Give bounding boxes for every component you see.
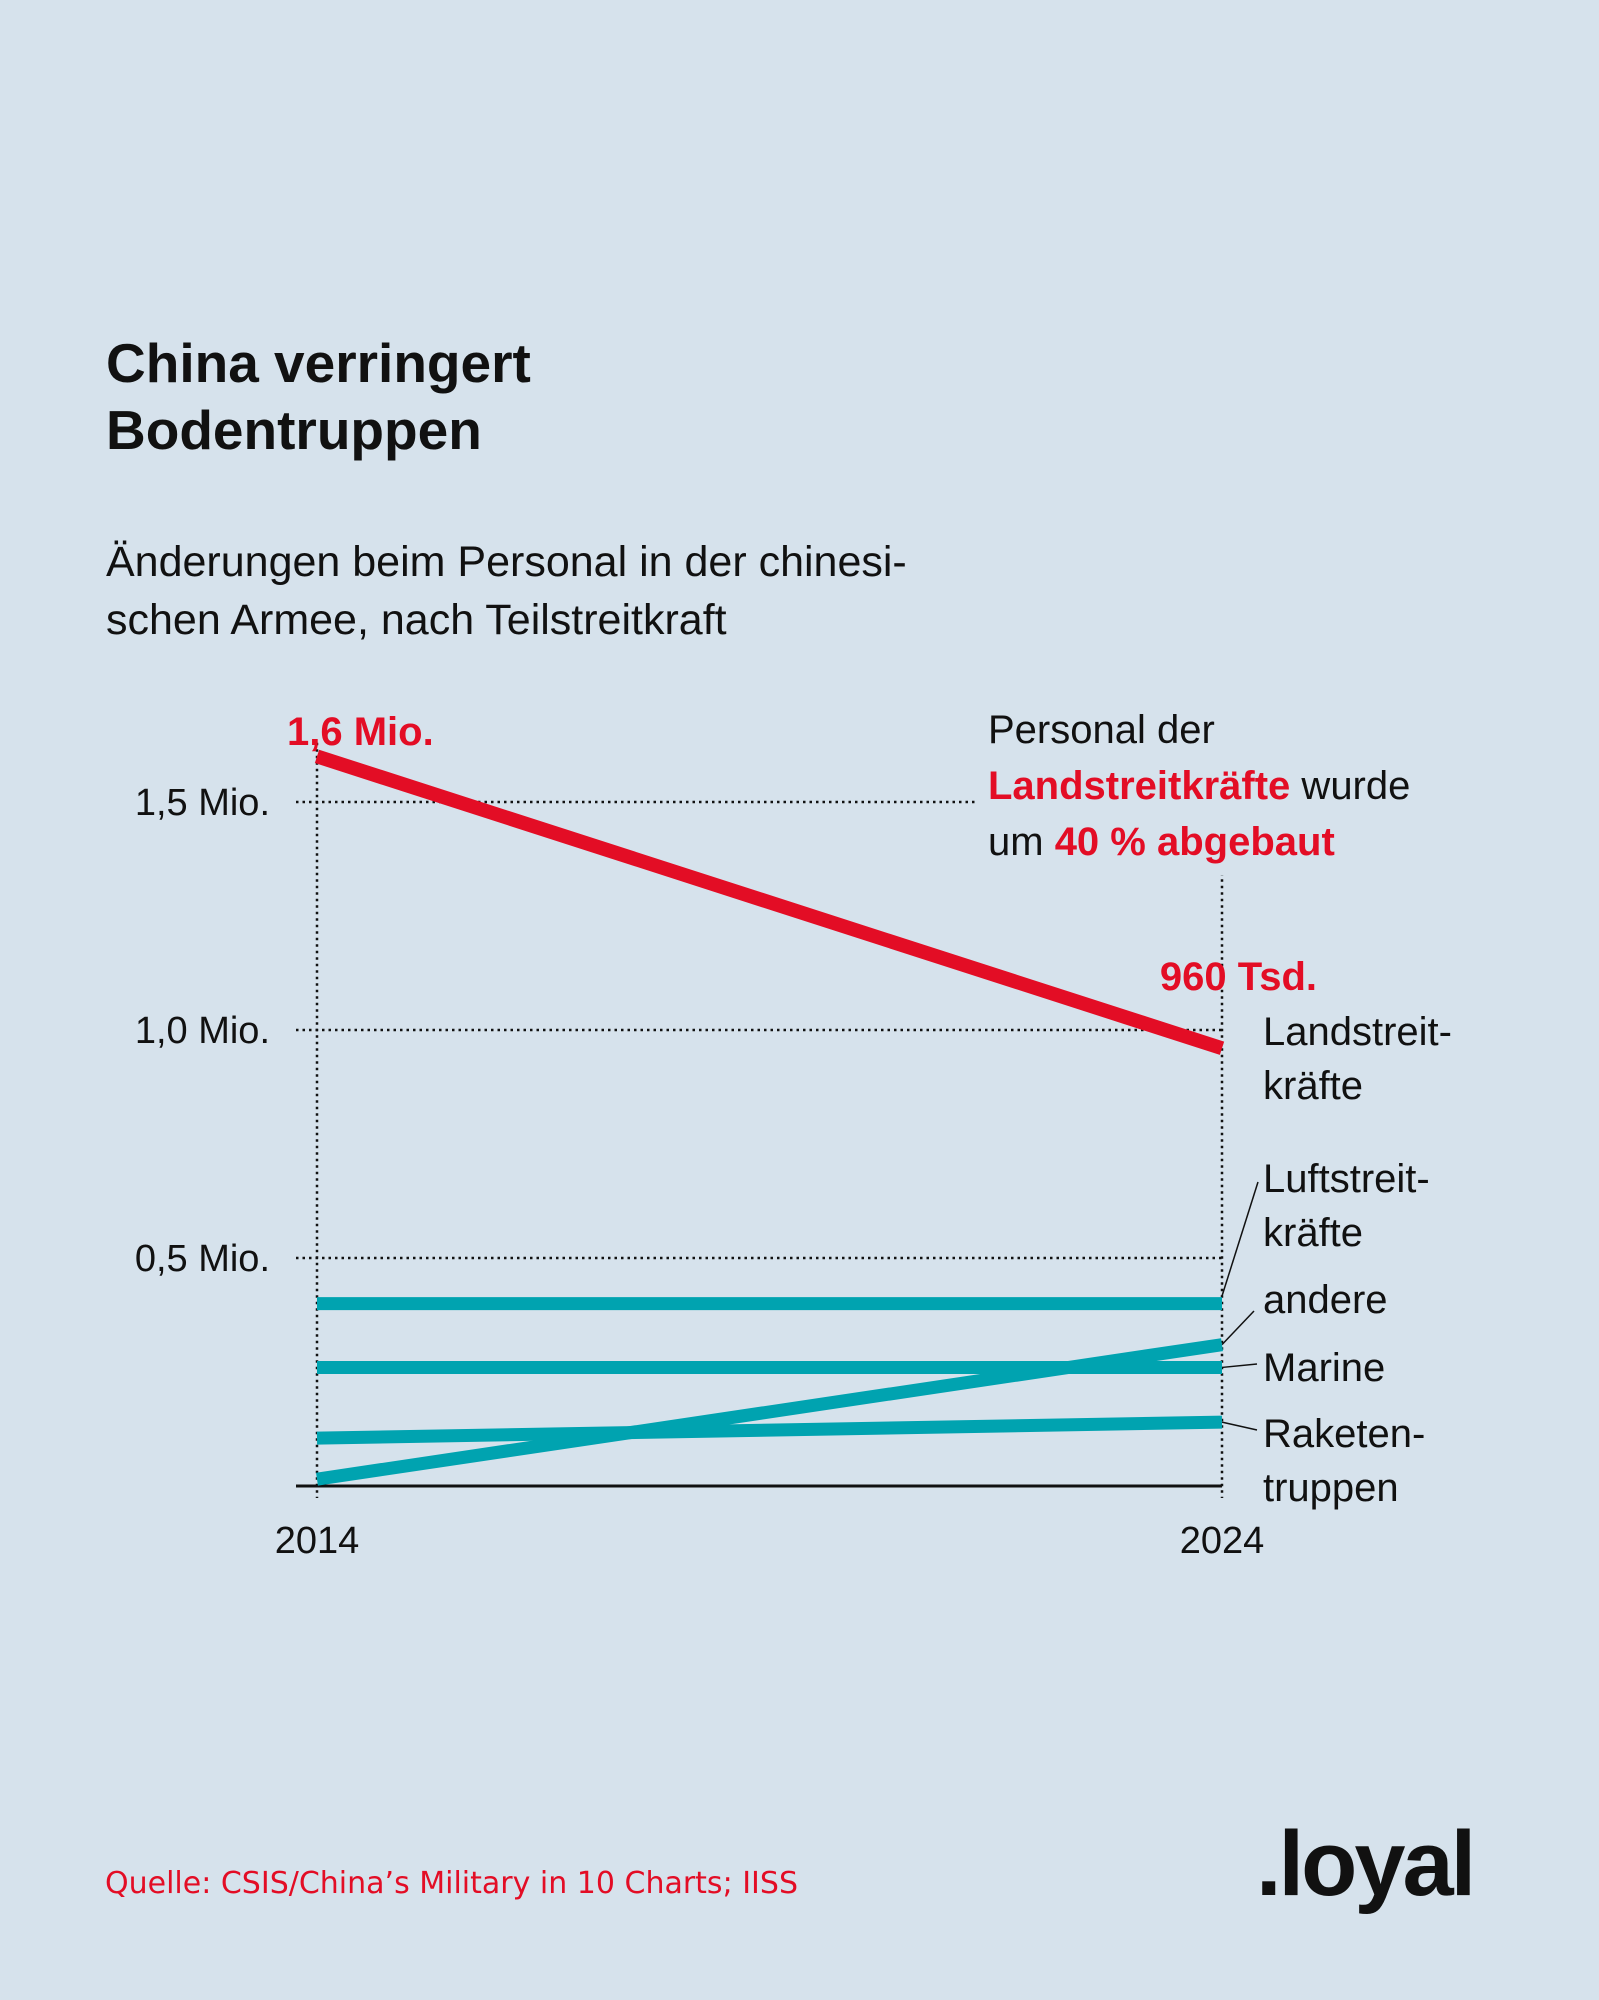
annotation-line-1: Personal der bbox=[988, 708, 1215, 752]
title-line-2: Bodentruppen bbox=[106, 399, 482, 461]
series-label: Raketen- bbox=[1263, 1412, 1425, 1456]
title-line-1: China verringert bbox=[106, 332, 531, 394]
annotation-line-3: um 40 % abgebaut bbox=[988, 820, 1335, 864]
annotation-percent: 40 % abgebaut bbox=[1055, 820, 1335, 864]
annotation-bg bbox=[975, 695, 1515, 875]
data-label-2014: 1,6 Mio. bbox=[287, 710, 434, 754]
logo: .loyal bbox=[1256, 1813, 1473, 1915]
y-tick-label: 1,5 Mio. bbox=[135, 782, 270, 824]
x-tick-label: 2014 bbox=[275, 1520, 360, 1562]
source-note: Quelle: CSIS/China’s Military in 10 Char… bbox=[105, 1866, 798, 1901]
series-label: andere bbox=[1263, 1278, 1388, 1322]
annotation-rest: wurde bbox=[1290, 764, 1410, 808]
subtitle-line-1: Änderungen beim Personal in der chinesi- bbox=[106, 538, 907, 586]
leader-line bbox=[1221, 1363, 1258, 1369]
y-tick-label: 1,0 Mio. bbox=[135, 1010, 270, 1052]
series-label: kräfte bbox=[1263, 1064, 1363, 1108]
series-line-landstreitkräfte bbox=[314, 749, 1225, 1055]
annotation-highlight: Landstreitkräfte bbox=[988, 764, 1290, 808]
series-label: kräfte bbox=[1263, 1211, 1363, 1255]
leader-line bbox=[1221, 1310, 1255, 1346]
leader-line bbox=[1221, 1181, 1259, 1297]
series-lines bbox=[314, 749, 1225, 1486]
series-label: truppen bbox=[1263, 1466, 1399, 1510]
series-line-raketentruppen bbox=[316, 1415, 1223, 1445]
labels: 0,5 Mio. 1,0 Mio. 1,5 Mio. 2014 2024 1,6 Mio.… bbox=[135, 710, 1452, 1562]
y-tick-label: 0,5 Mio. bbox=[135, 1238, 270, 1280]
subtitle-line-2: schen Armee, nach Teilstreitkraft bbox=[106, 596, 727, 644]
leader-lines bbox=[1221, 1181, 1259, 1431]
series-label: Luftstreit- bbox=[1263, 1157, 1430, 1201]
annotation-start: um bbox=[988, 820, 1055, 864]
annotation-line-2: Landstreitkräfte wurde bbox=[988, 764, 1410, 808]
series-label: Marine bbox=[1263, 1346, 1385, 1390]
x-tick-label: 2024 bbox=[1180, 1520, 1265, 1562]
series-label: Landstreit- bbox=[1263, 1010, 1452, 1054]
data-label-2024: 960 Tsd. bbox=[1160, 955, 1317, 999]
leader-line bbox=[1221, 1421, 1258, 1431]
